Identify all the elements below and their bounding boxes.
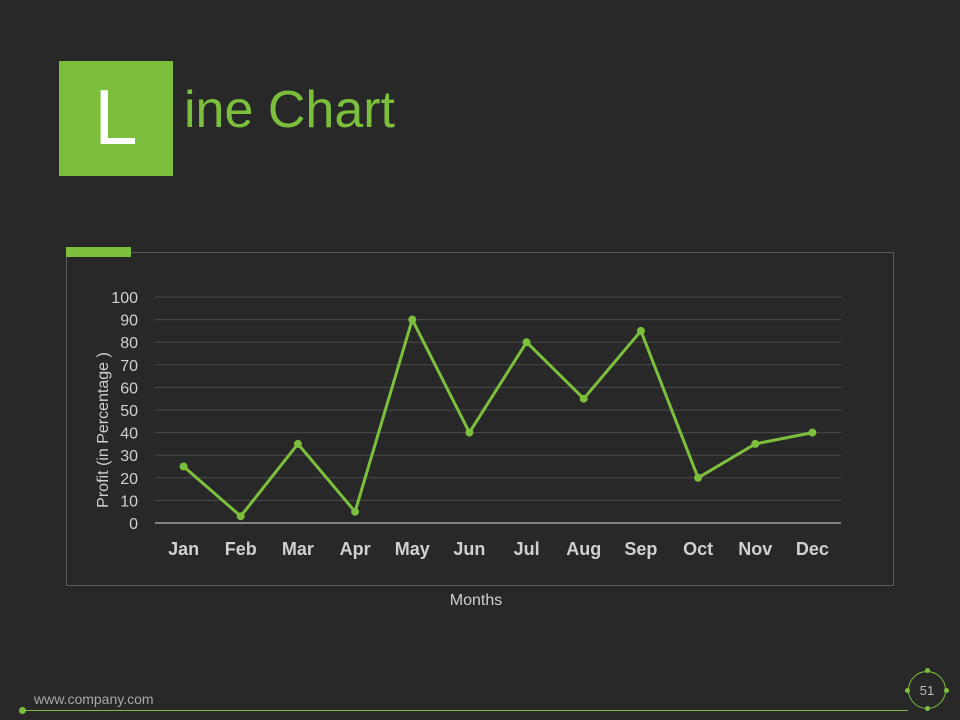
data-point-apr: [351, 507, 360, 516]
chart-accent-bar: [66, 247, 131, 257]
data-point-mar: [293, 439, 302, 448]
page-number: 51: [919, 683, 935, 698]
y-tick-label: 80: [120, 335, 138, 352]
data-point-aug: [579, 394, 588, 403]
x-tick-labels: Jan Feb Mar Apr May Jun Jul Aug Sep Oct Nov Dec: [168, 539, 829, 559]
y-tick-label: 100: [111, 290, 138, 307]
y-tick-label: 70: [120, 358, 138, 375]
title-letter: L: [94, 72, 138, 161]
footer-url: www.company.com: [34, 691, 154, 707]
chart-gridlines: [155, 296, 841, 524]
data-point-may: [408, 315, 417, 324]
badge-dot-bottom: [925, 706, 930, 711]
x-tick-label: Mar: [282, 539, 314, 559]
x-axis-label: Months: [449, 592, 503, 609]
y-tick-label: 60: [120, 380, 138, 397]
footer-line: [22, 710, 908, 711]
y-tick-label: 50: [120, 403, 138, 420]
footer-dot: [19, 707, 26, 714]
data-point-dec: [808, 428, 817, 437]
data-point-feb: [236, 512, 245, 521]
data-point-nov: [751, 439, 760, 448]
y-tick-label: 10: [120, 493, 138, 510]
chart-frame: [66, 252, 894, 586]
x-tick-label: Oct: [683, 539, 713, 559]
title-letter-box: L: [59, 61, 173, 176]
x-tick-label: Jan: [168, 539, 199, 559]
badge-dot-top: [925, 668, 930, 673]
badge-dot-left: [905, 688, 910, 693]
data-point-jul: [522, 338, 531, 347]
y-tick-label: 20: [120, 471, 138, 488]
x-tick-label: Dec: [796, 539, 829, 559]
series-line: [182, 318, 813, 518]
x-tick-label: Aug: [566, 539, 601, 559]
badge-dot-right: [944, 688, 949, 693]
data-point-sep: [636, 326, 645, 335]
slide-title: ine Chart: [184, 81, 395, 139]
data-point-jan: [179, 462, 188, 471]
series-lines: [182, 318, 813, 518]
x-tick-label: Apr: [340, 539, 371, 559]
y-tick-label: 40: [120, 426, 138, 443]
x-tick-label: Jun: [453, 539, 485, 559]
y-tick-labels: 0 10 20 30 40 50 60 70 80 90 100: [111, 290, 138, 533]
data-point-jun: [465, 428, 474, 437]
x-tick-label: Sep: [624, 539, 657, 559]
y-tick-label: 0: [129, 516, 138, 533]
x-tick-label: May: [395, 539, 430, 559]
data-point-oct: [694, 473, 703, 482]
series-points: [179, 315, 817, 521]
y-axis-label: Profit (in Percentage ): [95, 352, 112, 508]
x-tick-label: Feb: [225, 539, 257, 559]
x-tick-label: Nov: [738, 539, 772, 559]
y-tick-label: 90: [120, 313, 138, 330]
y-tick-label: 30: [120, 448, 138, 465]
x-tick-label: Jul: [514, 539, 540, 559]
